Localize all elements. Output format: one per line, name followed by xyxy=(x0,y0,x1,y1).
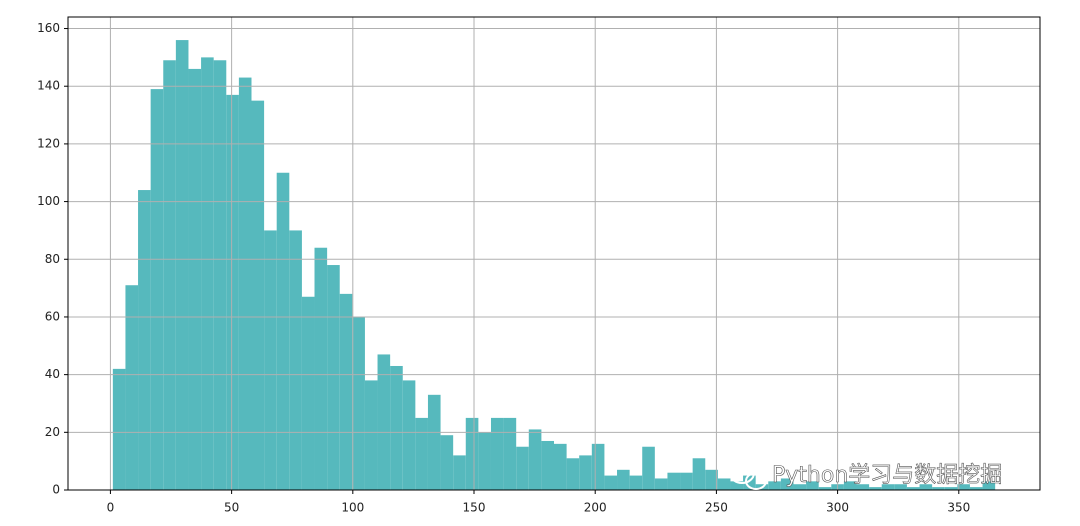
bar xyxy=(327,265,340,490)
bar xyxy=(541,440,554,490)
bar xyxy=(881,484,895,490)
y-tick-label: 40 xyxy=(45,367,60,381)
bar xyxy=(818,487,832,490)
bar xyxy=(654,478,668,490)
bar xyxy=(969,487,983,490)
y-tick-label: 160 xyxy=(37,21,60,35)
bar xyxy=(301,296,315,490)
bar xyxy=(944,487,958,490)
bar xyxy=(717,478,731,490)
bar xyxy=(856,484,870,490)
bar xyxy=(680,472,693,490)
bar xyxy=(188,68,202,490)
bar xyxy=(667,472,681,490)
bar xyxy=(125,285,139,490)
bar xyxy=(554,443,567,490)
bar xyxy=(339,293,353,490)
bar xyxy=(894,484,907,490)
bar xyxy=(226,94,239,490)
x-tick-label: 50 xyxy=(224,501,239,515)
bar xyxy=(919,484,933,490)
y-tick-label: 140 xyxy=(37,79,60,93)
bar xyxy=(906,487,920,490)
bar xyxy=(478,432,491,490)
y-tick-label: 80 xyxy=(45,252,60,266)
y-tick-label: 60 xyxy=(45,309,60,323)
plot-frame xyxy=(67,16,1041,491)
watermark-icon xyxy=(745,472,767,490)
x-tick-label: 300 xyxy=(826,501,849,515)
bar xyxy=(175,40,189,490)
bar xyxy=(982,481,996,490)
bar xyxy=(869,487,882,490)
bar xyxy=(503,417,517,490)
x-tick-label: 150 xyxy=(463,501,486,515)
bar xyxy=(617,469,630,490)
bar xyxy=(932,487,945,490)
bar xyxy=(377,354,391,490)
bar xyxy=(112,368,126,490)
bar xyxy=(768,481,781,490)
bar xyxy=(516,446,529,490)
bar xyxy=(150,89,164,490)
bar xyxy=(957,484,970,490)
bar xyxy=(453,455,466,490)
x-tick-label: 350 xyxy=(947,501,970,515)
bar xyxy=(390,365,403,490)
bar xyxy=(163,60,176,490)
bar xyxy=(705,469,718,490)
y-tick-label: 100 xyxy=(37,194,60,208)
bar xyxy=(604,475,618,490)
x-tick-label: 200 xyxy=(584,501,607,515)
bar xyxy=(264,230,277,491)
bar xyxy=(528,429,542,490)
bar xyxy=(642,446,655,490)
bar xyxy=(276,172,290,490)
bar xyxy=(213,60,227,490)
bar xyxy=(566,458,580,490)
bar xyxy=(314,247,328,490)
bar xyxy=(440,435,454,490)
bar xyxy=(692,458,706,490)
watermark: Python学习与数据挖掘 xyxy=(772,463,1002,488)
bar xyxy=(780,478,794,490)
bar xyxy=(251,100,265,490)
bar xyxy=(364,380,378,490)
bar xyxy=(352,316,365,490)
bar xyxy=(238,77,252,490)
x-tick-label: 100 xyxy=(341,501,364,515)
bar xyxy=(490,417,504,490)
bar xyxy=(201,57,214,490)
y-tick-label: 0 xyxy=(52,483,60,497)
bar xyxy=(793,484,807,490)
bar xyxy=(806,481,819,490)
bar xyxy=(843,481,857,490)
bar xyxy=(138,190,151,491)
bar xyxy=(289,230,302,491)
bar xyxy=(427,394,441,490)
bar xyxy=(629,475,643,490)
bar xyxy=(730,481,744,490)
bar xyxy=(465,417,479,490)
bar xyxy=(579,455,592,490)
y-tick-label: 20 xyxy=(45,425,60,439)
y-tick-label: 120 xyxy=(37,136,60,150)
x-tick-label: 0 xyxy=(107,501,115,515)
x-tick-label: 250 xyxy=(705,501,728,515)
bar xyxy=(591,443,605,490)
bar xyxy=(402,380,416,490)
bar xyxy=(415,417,428,490)
